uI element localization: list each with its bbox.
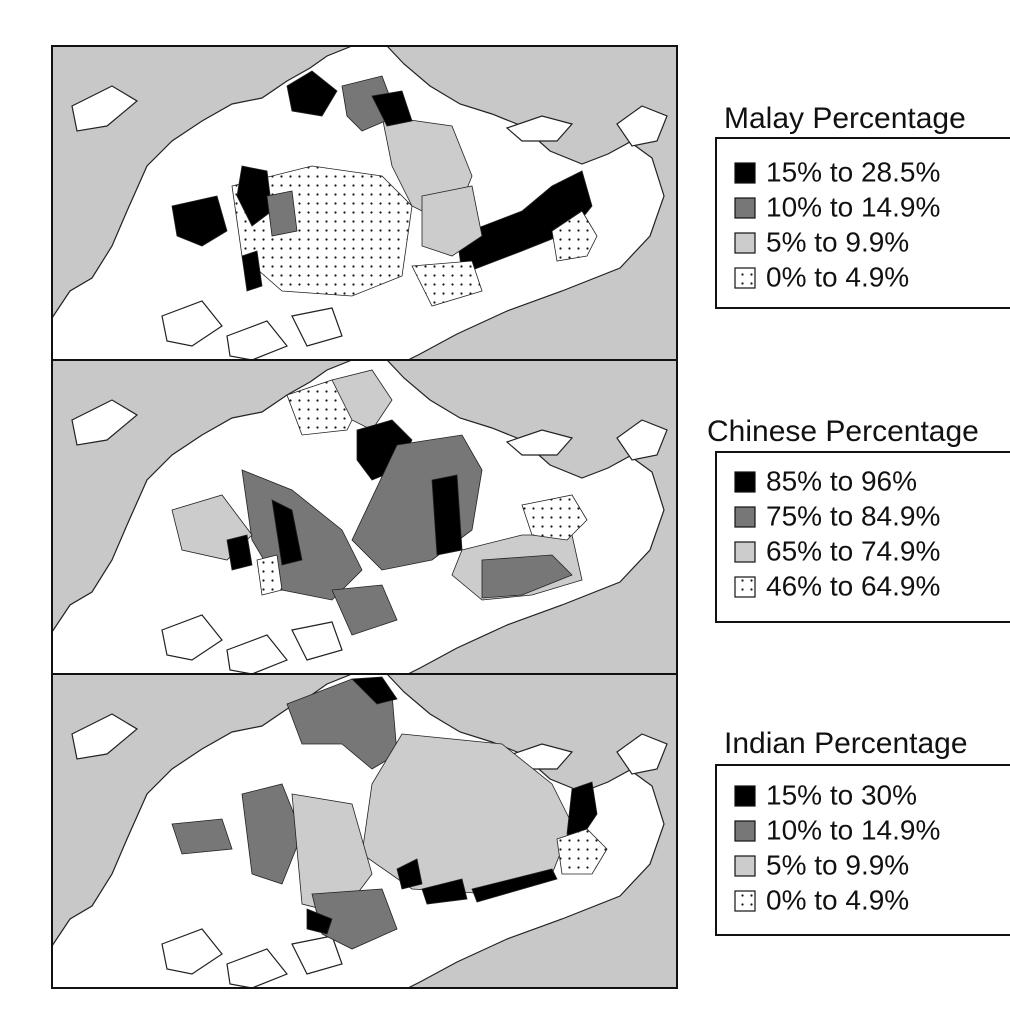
legend-entry: 0% to 4.9% [766, 884, 909, 915]
legend-entry: 15% to 28.5% [766, 156, 940, 187]
malay-map [51, 45, 678, 361]
legend-title: Indian Percentage [724, 727, 968, 760]
legend-entry: 10% to 14.9% [766, 191, 940, 222]
indian-map [51, 673, 678, 989]
legend-title: Chinese Percentage [707, 415, 979, 448]
legend-title: Malay Percentage [724, 102, 966, 135]
legend-entry: 10% to 14.9% [766, 814, 940, 845]
legend-entry: 5% to 9.9% [766, 226, 909, 257]
chinese-map [51, 359, 678, 675]
legend-indian: Indian Percentage 15% to 30% 10% to 14.9… [715, 727, 1010, 936]
legend-chinese: Chinese Percentage 85% to 96% 75% to 84.… [707, 415, 1010, 623]
legend-entry: 46% to 64.9% [766, 570, 940, 601]
legend-entry: 5% to 9.9% [766, 849, 909, 880]
legend-entry: 15% to 30% [766, 779, 917, 810]
legend-entry: 85% to 96% [766, 465, 917, 496]
legend-entry: 75% to 84.9% [766, 500, 940, 531]
legend-malay: Malay Percentage 15% to 28.5% 10% to 14.… [715, 102, 1010, 309]
legend-entry: 0% to 4.9% [766, 261, 909, 292]
legend-entry: 65% to 74.9% [766, 535, 940, 566]
